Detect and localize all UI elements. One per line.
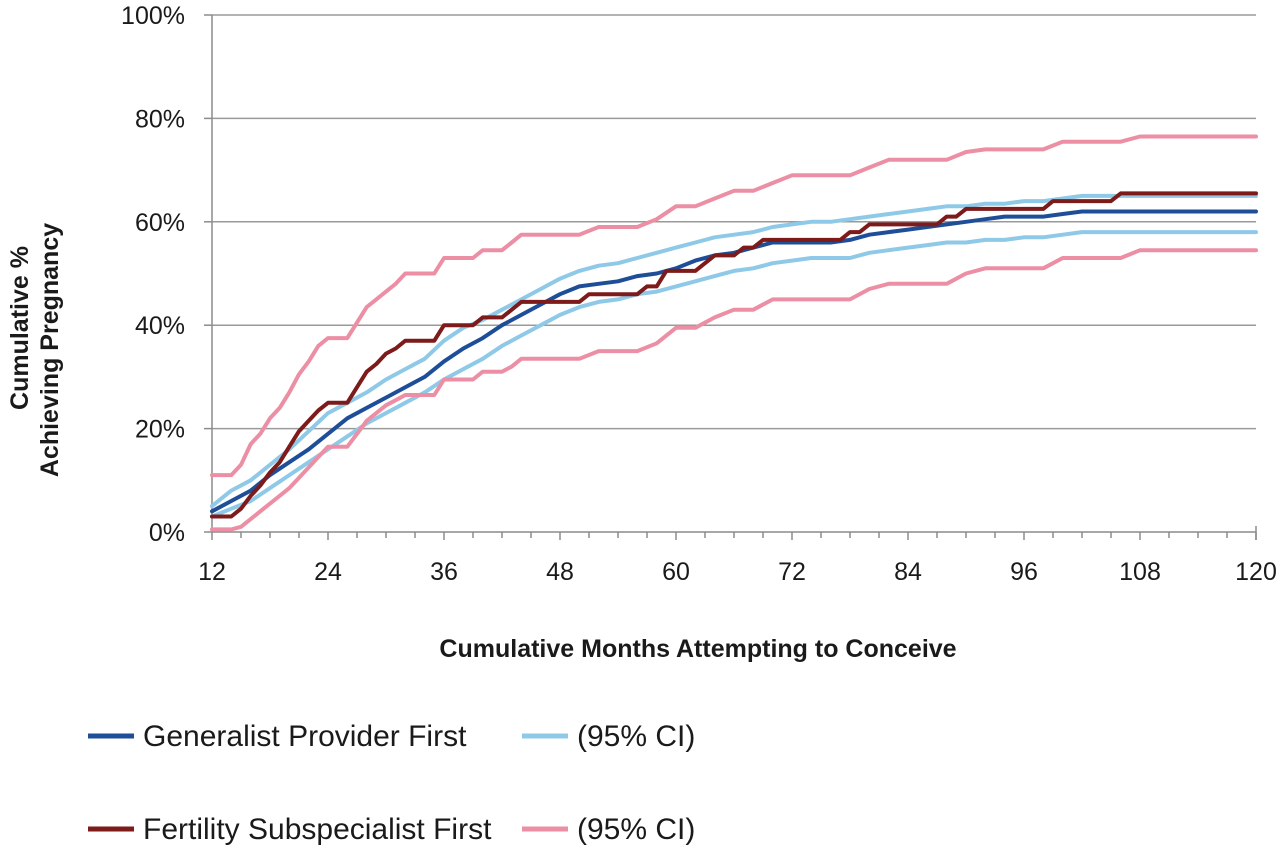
y-axis-title-line-1: Cumulative % xyxy=(6,246,34,410)
x-tick-label: 84 xyxy=(894,558,922,586)
legend-label: Fertility Subspecialist First xyxy=(143,813,492,846)
y-tick-label: 60% xyxy=(135,209,185,237)
ci-line-1 xyxy=(210,193,1258,509)
y-tick-label: 40% xyxy=(135,312,185,340)
ci-line-5 xyxy=(210,248,1258,532)
x-tick-label: 60 xyxy=(662,558,690,586)
x-tick-label: 12 xyxy=(198,558,226,586)
legend: Generalist Provider First (95% CI) Fertili… xyxy=(88,720,695,846)
y-axis-title-line-2: Achieving Pregnancy xyxy=(36,223,64,477)
y-tick-label: 20% xyxy=(135,416,185,444)
axes xyxy=(204,14,1257,540)
x-tick-label: 24 xyxy=(314,558,342,586)
y-tick-label: 0% xyxy=(149,519,185,547)
x-tick-label: 72 xyxy=(778,558,806,586)
y-axis-ticks: 0% 20% 40% 60% 80% 100% xyxy=(121,2,185,547)
ci-line-4 xyxy=(210,134,1258,478)
legend-label: (95% CI) xyxy=(577,813,695,846)
x-tick-label: 48 xyxy=(546,558,574,586)
y-tick-label: 100% xyxy=(121,2,185,30)
ci-line-2 xyxy=(210,230,1258,519)
x-axis-title: Cumulative Months Attempting to Conceive xyxy=(439,635,956,663)
x-tick-label: 36 xyxy=(430,558,458,586)
series-lines xyxy=(210,134,1258,532)
legend-label: Generalist Provider First xyxy=(143,720,467,753)
x-tick-label: 96 xyxy=(1010,558,1038,586)
gridlines xyxy=(212,14,1256,430)
x-axis-ticks: 12 24 36 48 60 72 84 96 108 120 xyxy=(198,558,1277,586)
y-tick-label: 80% xyxy=(135,105,185,133)
x-tick-label: 108 xyxy=(1119,558,1161,586)
generalist-provider-first-line-0 xyxy=(210,209,1258,514)
x-tick-label: 120 xyxy=(1235,558,1277,586)
fertility-subspecialist-first-line-3 xyxy=(210,191,1258,519)
legend-label: (95% CI) xyxy=(577,720,695,753)
